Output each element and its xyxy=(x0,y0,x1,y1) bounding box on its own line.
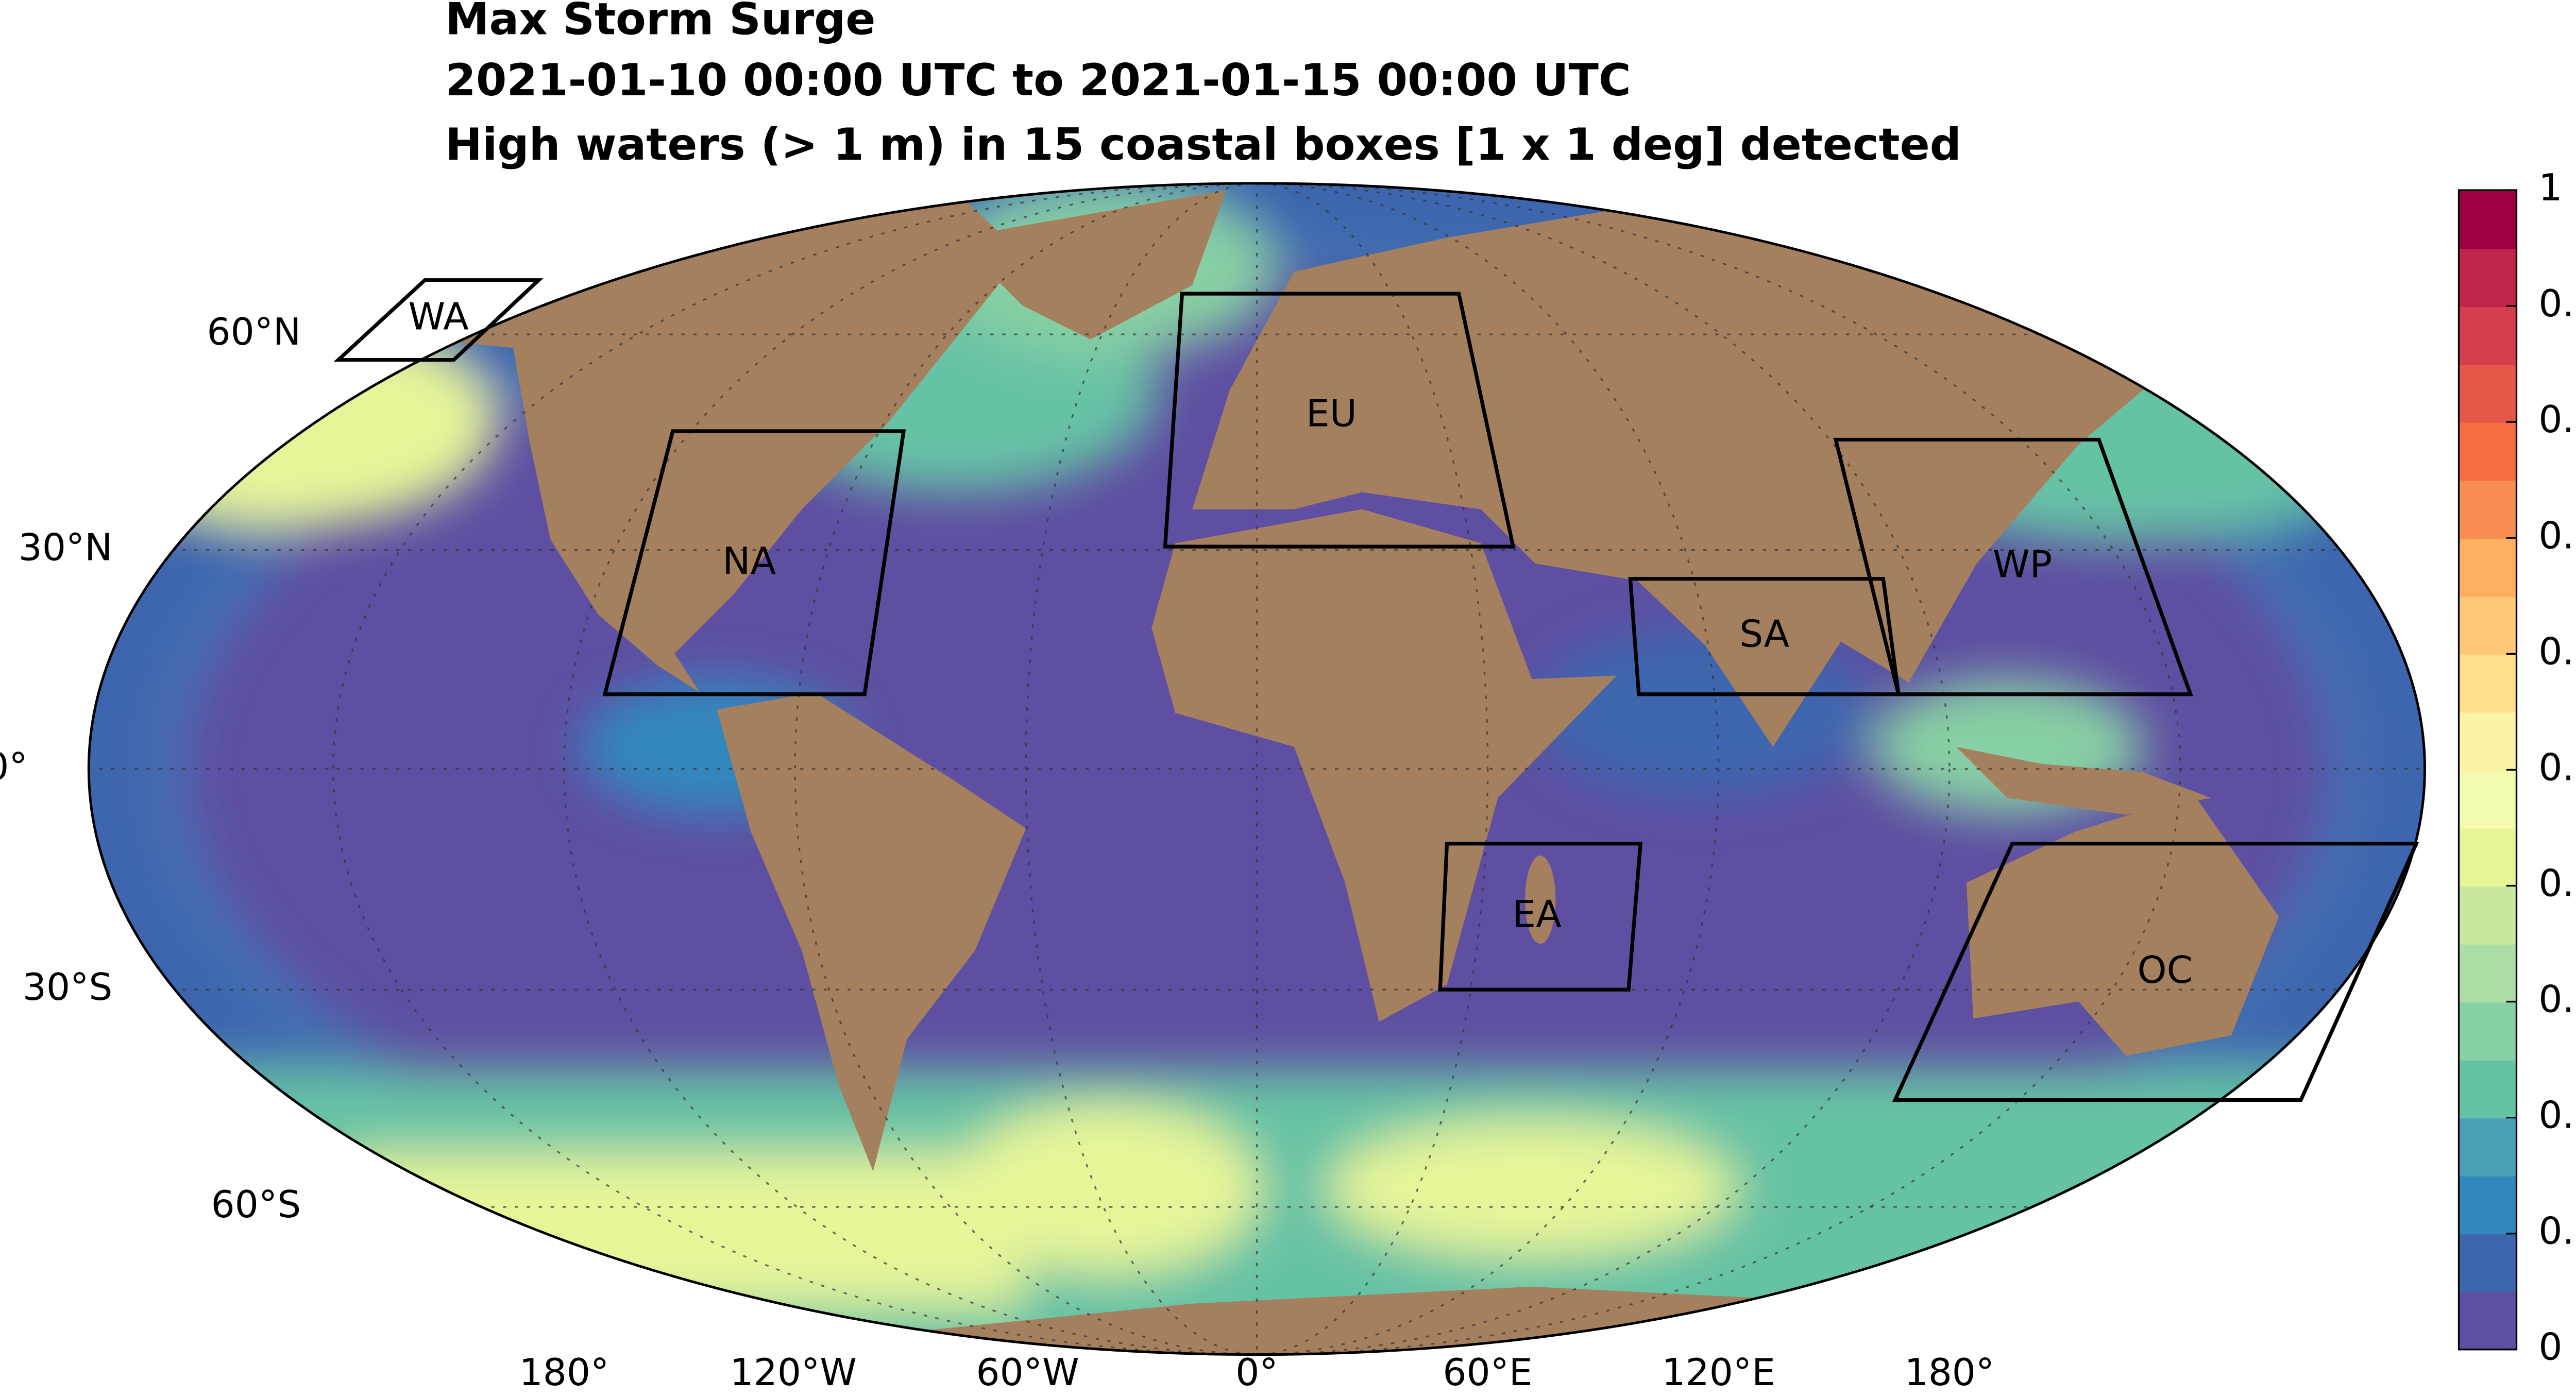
lon-label: 180° xyxy=(519,1351,609,1394)
title-line: 2021-01-10 00:00 UTC to 2021-01-15 00:00… xyxy=(445,55,1631,106)
colorbar-tick-label: 0.5 xyxy=(2538,746,2576,789)
region-box xyxy=(1438,842,1643,992)
colorbar-level xyxy=(2459,654,2517,713)
lat-label: 30°N xyxy=(19,526,113,570)
colorbar-tick-label: 0 xyxy=(2538,1326,2562,1369)
lon-label: 60°E xyxy=(1443,1351,1532,1394)
lon-labels: 180° 120°W 60°W 0° 60°E 120°E 180° xyxy=(519,1351,1995,1394)
colorbar-level xyxy=(2459,190,2517,249)
region-box xyxy=(1163,292,1516,549)
globe xyxy=(89,183,2425,1355)
lat-labels: 60°N 30°N 0° 30°S 60°S xyxy=(0,311,301,1226)
colorbar: 0 0.1 0.2 0.3 0.4 0.5 0.6 0.7 0.8 0.9 1 xyxy=(2458,166,2576,1369)
colorbar-tick-label: 0.6 xyxy=(2538,630,2576,673)
region-label: NA xyxy=(722,540,776,583)
region-boxes: WA NA EU SA WP EA OC xyxy=(333,278,2419,1102)
lon-label: 60°W xyxy=(976,1351,1079,1394)
lat-label: 0° xyxy=(0,745,28,789)
colorbar-level xyxy=(2459,711,2517,771)
colorbar-tick-label: 0.2 xyxy=(2538,1094,2576,1137)
lon-label: 120°W xyxy=(730,1351,857,1394)
colorbar-level xyxy=(2459,364,2517,423)
colorbar-level xyxy=(2459,538,2517,597)
colorbar-level xyxy=(2459,422,2517,481)
colorbar-level xyxy=(2459,1117,2517,1177)
lon-label: 180° xyxy=(1905,1351,1995,1394)
lat-label: 30°S xyxy=(23,966,113,1009)
region-box xyxy=(1892,842,2419,1102)
colorbar-level xyxy=(2459,1291,2517,1351)
colorbar-tick-label: 0.9 xyxy=(2538,282,2576,326)
colorbar-level xyxy=(2459,1175,2517,1235)
lon-label: 120°E xyxy=(1662,1351,1775,1394)
colorbar-tick-label: 0.4 xyxy=(2538,862,2576,905)
region-label: WP xyxy=(1993,543,2052,587)
colorbar-level xyxy=(2459,248,2517,307)
colorbar-tick-label: 0.8 xyxy=(2538,398,2576,441)
colorbar-level xyxy=(2459,827,2517,887)
region-label: WA xyxy=(408,296,468,339)
colorbar-tick-label: 0.3 xyxy=(2538,978,2576,1021)
colorbar-level xyxy=(2459,1060,2517,1119)
title-line: Max Storm Surge xyxy=(445,0,875,45)
graticule xyxy=(89,183,2425,1355)
colorbar-level xyxy=(2459,595,2517,655)
title-line: High waters (> 1 m) in 15 coastal boxes … xyxy=(445,119,1961,171)
colorbar-level xyxy=(2459,944,2517,1003)
region-box xyxy=(1833,437,2193,696)
region-label: OC xyxy=(2138,949,2193,992)
colorbar-level xyxy=(2459,480,2517,539)
lon-label: 0° xyxy=(1235,1351,1278,1394)
lat-label: 60°S xyxy=(211,1183,301,1226)
colorbar-tick-label: 0.1 xyxy=(2538,1210,2576,1253)
colorbar-level xyxy=(2459,1001,2517,1061)
colorbar-level xyxy=(2459,770,2517,829)
colorbar-tick-label: 1 xyxy=(2538,166,2562,210)
region-box xyxy=(333,278,544,362)
region-box xyxy=(1628,577,1901,696)
region-label: SA xyxy=(1739,613,1789,656)
globe-outline xyxy=(87,182,2427,1356)
lat-label: 60°N xyxy=(207,311,301,354)
colorbar-tick-label: 0.7 xyxy=(2538,514,2576,557)
colorbar-level xyxy=(2459,306,2517,365)
region-label: EU xyxy=(1306,392,1357,435)
region-box xyxy=(602,429,906,696)
colorbar-level xyxy=(2459,885,2517,945)
region-label: EA xyxy=(1512,893,1561,936)
colorbar-level xyxy=(2459,1233,2517,1292)
